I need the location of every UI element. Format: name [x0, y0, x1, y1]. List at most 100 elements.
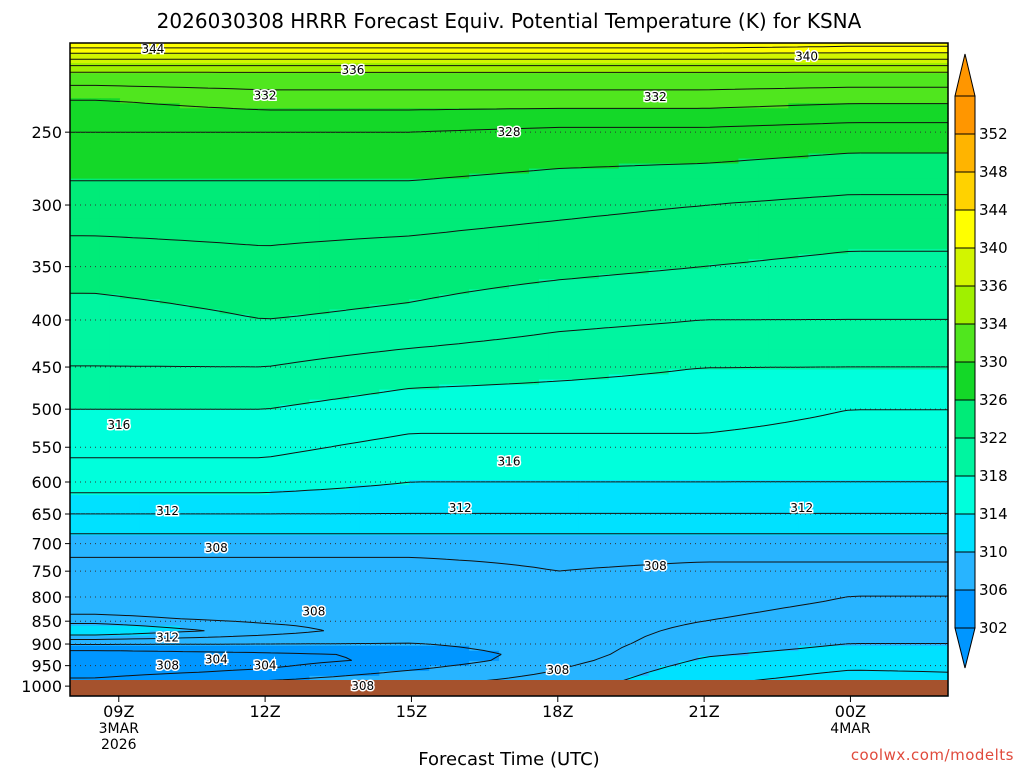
field-cell: [568, 284, 580, 290]
field-cell: [189, 309, 201, 315]
field-cell: [558, 294, 570, 300]
field-cell: [289, 274, 301, 280]
field-cell: [359, 188, 370, 195]
field-cell: [259, 83, 271, 89]
field-cell: [429, 269, 440, 275]
field-cell: [369, 163, 380, 170]
field-cell: [499, 143, 510, 150]
field-cell: [149, 98, 161, 104]
field-cell: [538, 58, 550, 64]
field-cell: [459, 324, 470, 330]
field-cell: [658, 319, 670, 325]
field-cell: [299, 279, 311, 285]
field-cell: [369, 113, 380, 119]
field-cell: [638, 123, 650, 129]
field-cell: [459, 233, 470, 240]
field-cell: [588, 284, 600, 290]
field-cell: [199, 324, 211, 330]
field-cell: [588, 103, 600, 109]
field-cell: [878, 148, 889, 155]
field-cell: [159, 269, 171, 275]
field-cell: [738, 203, 750, 210]
field-cell: [199, 319, 211, 325]
field-cell: [778, 238, 789, 245]
field-cell: [349, 294, 360, 300]
field-cell: [149, 269, 161, 275]
field-cell: [209, 269, 221, 275]
field-cell: [199, 253, 211, 260]
field-cell: [359, 213, 370, 220]
field-cell: [79, 228, 91, 235]
field-cell: [199, 48, 211, 54]
field-cell: [309, 113, 321, 119]
field-cell: [109, 299, 121, 305]
field-cell: [778, 309, 789, 315]
field-cell: [249, 93, 261, 99]
field-cell: [379, 73, 390, 79]
field-cell: [429, 253, 440, 260]
field-cell: [469, 153, 480, 160]
field-cell: [499, 43, 510, 49]
field-cell: [269, 153, 281, 160]
field-cell: [628, 83, 640, 89]
field-cell: [489, 58, 500, 64]
field-cell: [139, 304, 151, 310]
field-cell: [868, 138, 879, 145]
field-cell: [399, 294, 410, 300]
field-cell: [389, 108, 400, 114]
field-cell: [658, 53, 670, 59]
field-cell: [439, 324, 450, 330]
field-cell: [598, 188, 610, 195]
field-cell: [259, 269, 271, 275]
field-cell: [788, 113, 799, 119]
field-cell: [898, 188, 909, 195]
field-cell: [109, 78, 121, 84]
field-cell: [239, 143, 251, 150]
field-cell: [499, 98, 510, 104]
field-cell: [718, 173, 730, 180]
field-cell: [149, 294, 161, 300]
field-cell: [439, 233, 450, 240]
field-cell: [189, 228, 201, 235]
field-cell: [409, 103, 420, 109]
field-cell: [868, 83, 879, 89]
field-cell: [79, 173, 91, 180]
field-cell: [219, 294, 231, 300]
field-cell: [808, 279, 819, 285]
field-cell: [229, 213, 241, 220]
field-cell: [379, 319, 390, 325]
field-cell: [329, 103, 340, 109]
field-cell: [568, 153, 580, 160]
field-cell: [479, 309, 490, 315]
field-cell: [79, 243, 91, 250]
field-cell: [79, 233, 91, 240]
field-cell: [718, 178, 730, 185]
field-cell: [538, 238, 550, 245]
field-cell: [778, 233, 789, 240]
field-cell: [379, 188, 390, 195]
field-cell: [618, 208, 630, 215]
field-cell: [738, 253, 750, 260]
field-cell: [538, 168, 550, 175]
field-cell: [938, 78, 949, 84]
field-cell: [838, 178, 849, 185]
field-cell: [648, 128, 660, 135]
field-cell: [908, 198, 919, 205]
field-cell: [918, 53, 929, 59]
field-cell: [239, 294, 251, 300]
field-cell: [758, 203, 770, 210]
field-cell: [499, 233, 510, 240]
field-cell: [89, 43, 101, 49]
field-cell: [99, 133, 111, 140]
field-cell: [768, 208, 779, 215]
field-cell: [179, 223, 191, 230]
field-cell: [89, 304, 101, 310]
field-cell: [738, 138, 750, 145]
field-cell: [349, 274, 360, 280]
field-cell: [109, 103, 121, 109]
field-cell: [628, 78, 640, 84]
field-cell: [319, 289, 331, 295]
field-cell: [798, 294, 809, 300]
field-cell: [229, 193, 241, 200]
field-cell: [429, 93, 440, 99]
